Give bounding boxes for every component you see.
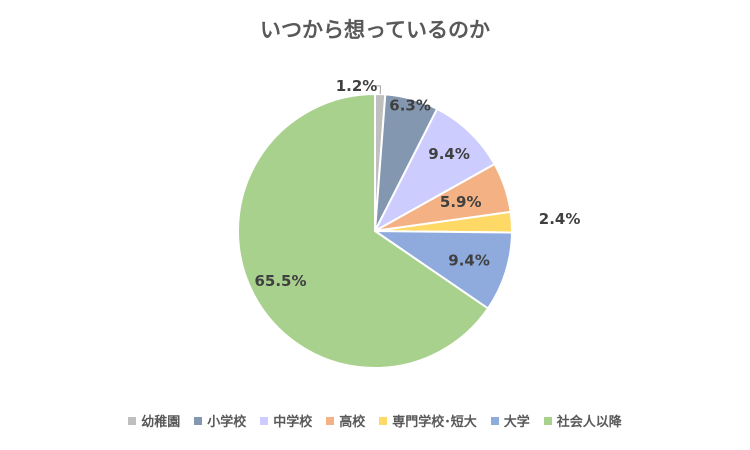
pie-slice-7 [237, 92, 490, 369]
legend-swatch [326, 416, 335, 425]
legend-item-7: 社会人以降 [543, 411, 622, 430]
legend-label: 幼稚園 [141, 415, 181, 430]
pie-slice-3 [372, 107, 496, 234]
legend-label: 社会人以降 [556, 415, 622, 430]
legend-item-2: 小学校 [194, 411, 246, 430]
legend-label: 小学校 [207, 415, 247, 430]
data-label-3: 9.4% [428, 145, 470, 163]
legend-item-5: 専門学校･短大 [379, 411, 477, 430]
legend-item-4: 高校 [326, 411, 365, 430]
data-label-4: 5.9% [440, 193, 482, 211]
legend-item-6: 大学 [490, 411, 530, 430]
legend-swatch [379, 416, 388, 425]
data-label-2: 6.3% [389, 97, 431, 115]
data-label-7: 65.5% [254, 272, 306, 290]
legend: 幼稚園 小学校 中学校 高校 専門学校･短大 大学 社会人以降 [0, 411, 750, 430]
legend-label: 高校 [339, 415, 366, 430]
pie-slice-6 [371, 229, 514, 310]
data-label-5: 2.4% [539, 210, 581, 228]
legend-label: 専門学校･短大 [392, 415, 477, 430]
legend-swatch [260, 416, 269, 425]
legend-item-1: 幼稚園 [128, 411, 180, 430]
data-label-1: 1.2% [336, 77, 378, 95]
legend-label: 中学校 [273, 415, 313, 430]
legend-label: 大学 [503, 415, 530, 430]
legend-swatch [490, 416, 499, 425]
legend-swatch [194, 416, 203, 425]
legend-item-3: 中学校 [260, 411, 312, 430]
chart-title: いつから想っているのか [260, 18, 490, 42]
leader-line [374, 85, 382, 95]
data-label-6: 9.4% [448, 252, 490, 270]
legend-swatch [543, 416, 552, 425]
legend-swatch [128, 416, 137, 425]
